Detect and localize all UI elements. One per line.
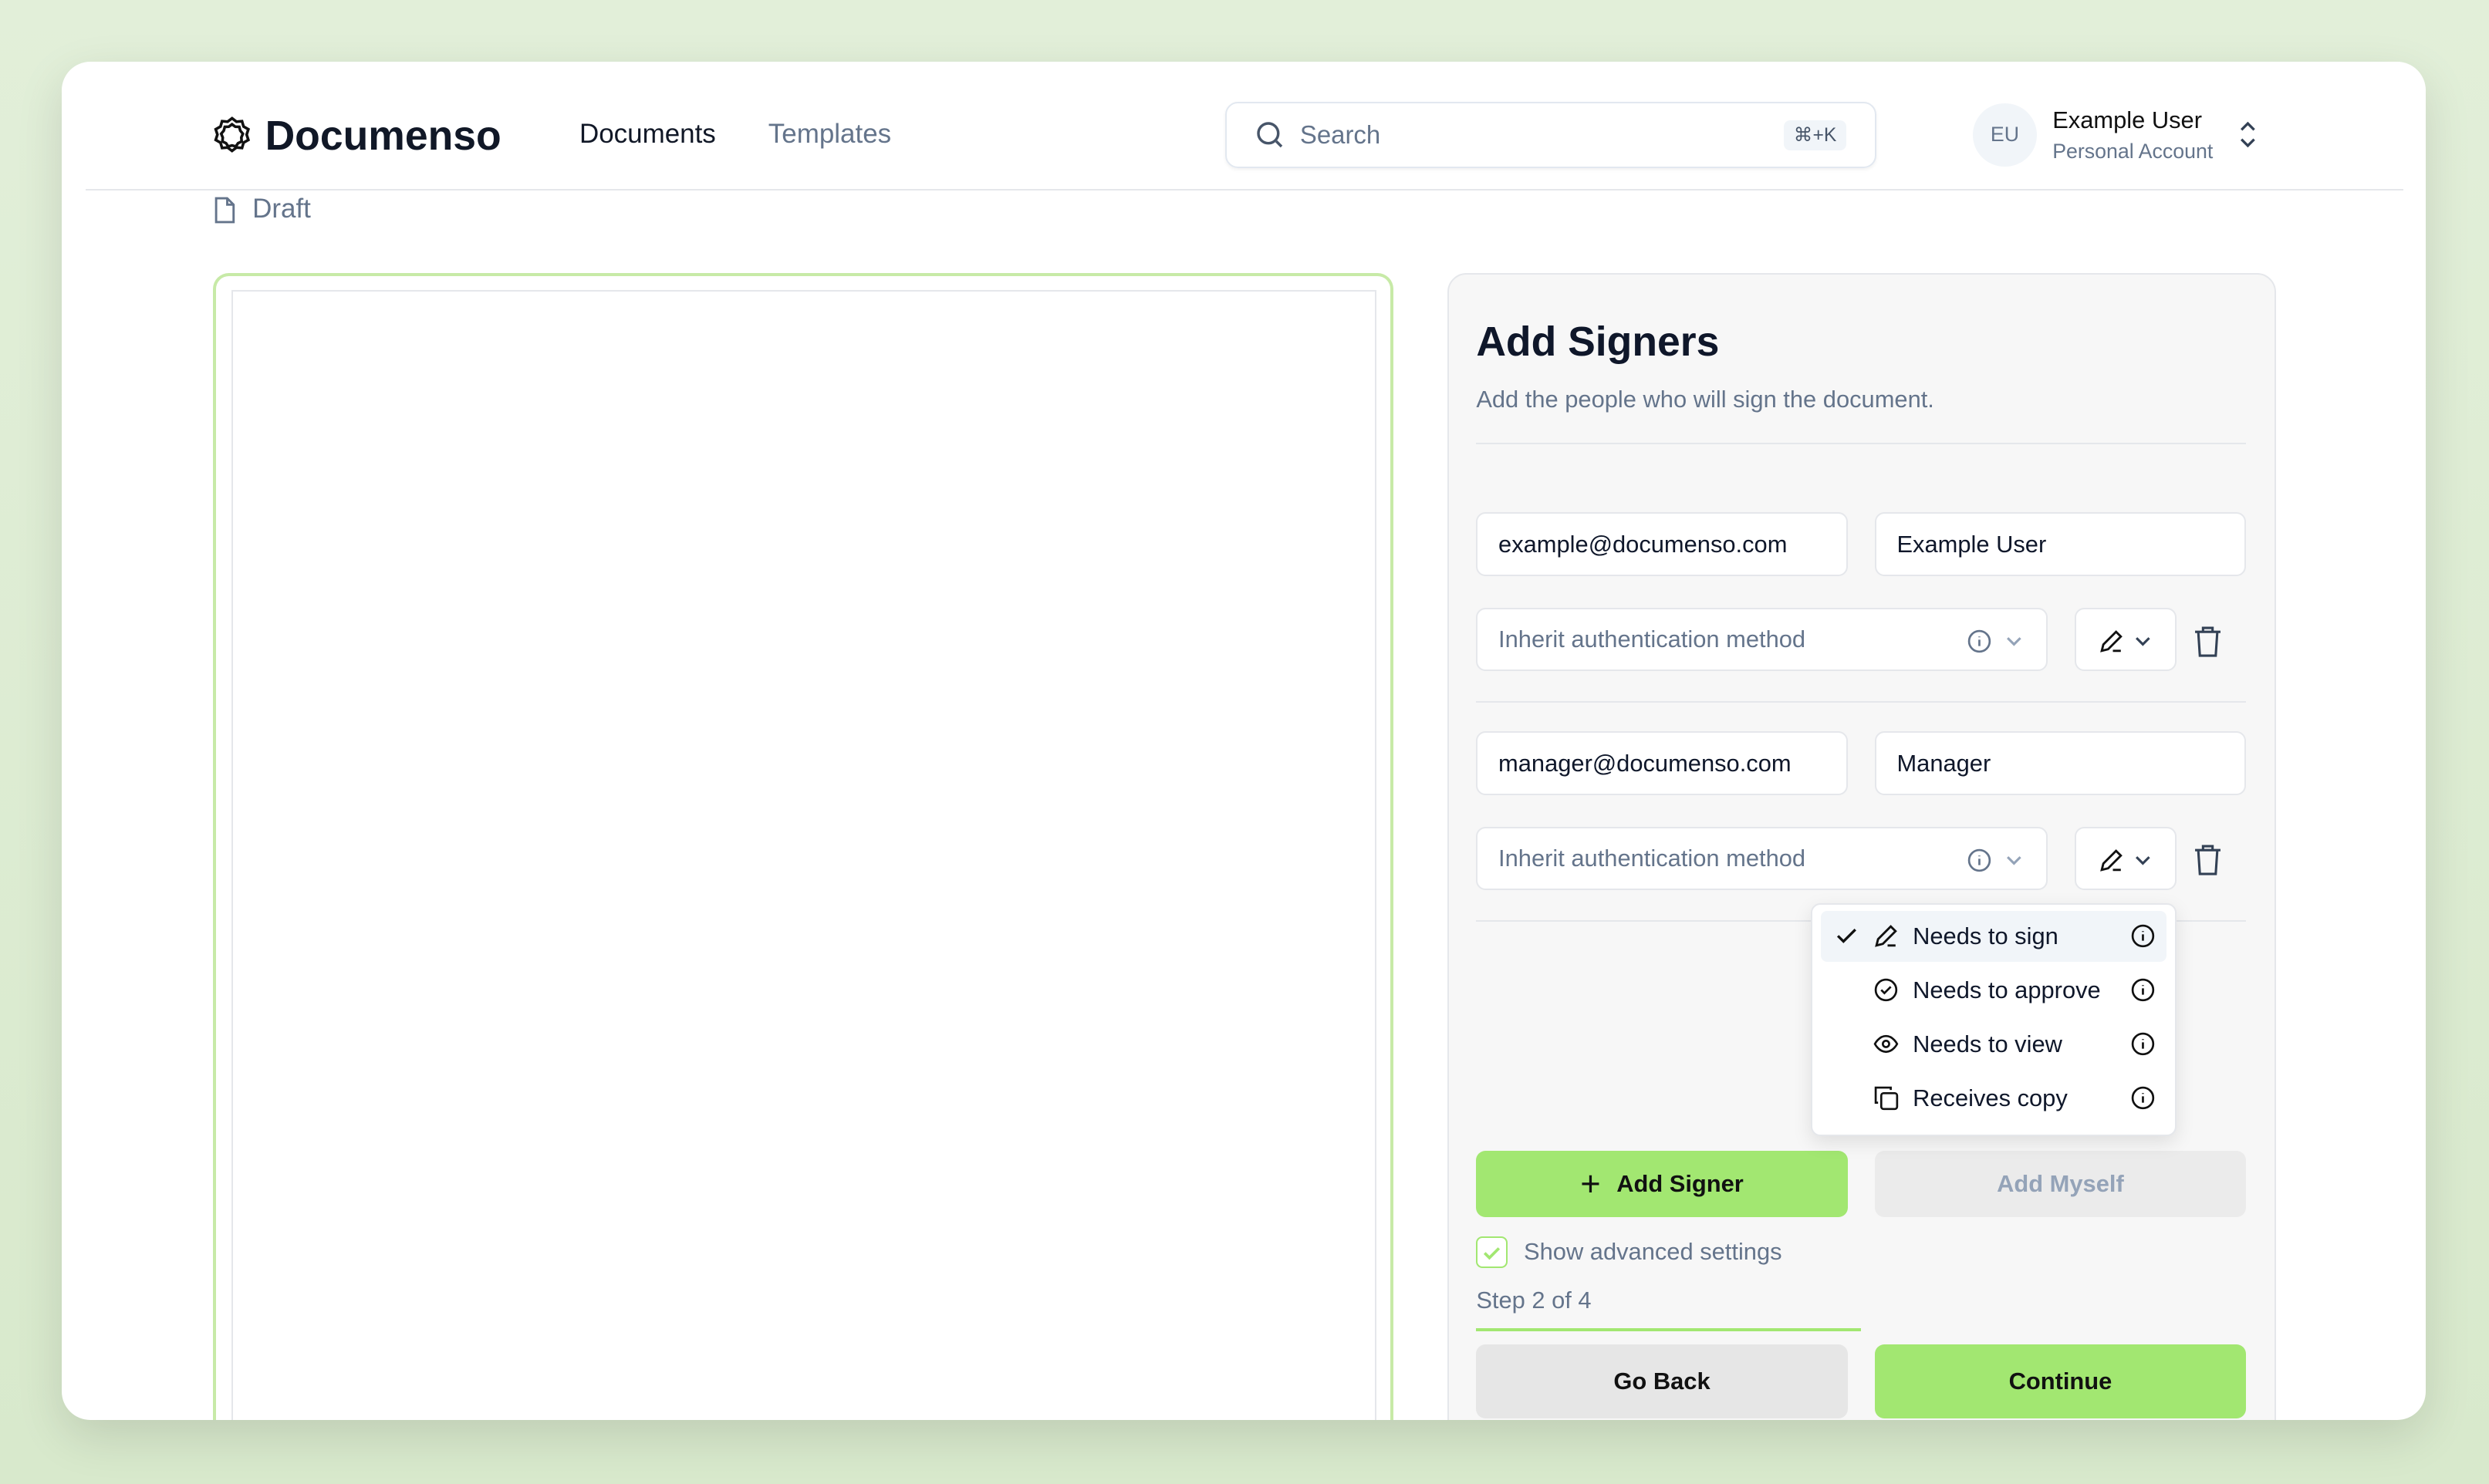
info-icon[interactable] xyxy=(1967,629,1992,654)
signer-1-name-input[interactable]: Example User xyxy=(1874,512,2247,576)
info-icon[interactable] xyxy=(2130,977,2156,1003)
search-placeholder: Search xyxy=(1299,120,1381,150)
eye-icon xyxy=(1873,1035,1899,1054)
documenso-logo-icon xyxy=(214,116,250,153)
pen-icon xyxy=(2099,848,2123,872)
menu-item-label: Needs to approve xyxy=(1913,976,2101,1003)
divider xyxy=(1476,701,2247,703)
check-icon xyxy=(1837,929,1857,944)
header-divider xyxy=(86,188,2403,191)
document-viewer[interactable] xyxy=(212,272,1394,1421)
signer-1-auth-select[interactable]: Inherit authentication method xyxy=(1476,607,2048,672)
chevron-down-icon xyxy=(2136,855,2150,865)
info-icon[interactable] xyxy=(2130,923,2156,949)
auth-placeholder: Inherit authentication method xyxy=(1498,626,1806,653)
advanced-settings-label[interactable]: Show advanced settings xyxy=(1524,1237,1782,1265)
info-icon[interactable] xyxy=(2130,1085,2156,1111)
badge-check-icon xyxy=(1874,979,1897,1002)
panel-title: Add Signers xyxy=(1476,319,1720,366)
search-icon xyxy=(1257,122,1283,148)
brand-logo[interactable]: Documenso xyxy=(211,113,502,160)
step-progress-bar xyxy=(1476,1327,2246,1332)
advanced-settings-checkbox[interactable] xyxy=(1476,1236,1508,1268)
auth-placeholder: Inherit authentication method xyxy=(1498,844,1806,872)
role-dropdown-menu: Needs to sign Needs to approve Needs to … xyxy=(1811,902,2177,1136)
add-signers-panel: Add Signers Add the people who will sign… xyxy=(1447,272,2277,1421)
chevrons-up-down-icon[interactable] xyxy=(2237,120,2259,149)
copy-icon xyxy=(1874,1086,1898,1111)
divider xyxy=(1476,442,2247,444)
menu-item-needs-to-view[interactable]: Needs to view xyxy=(1821,1019,2167,1070)
pen-icon xyxy=(1874,925,1897,948)
menu-item-label: Needs to view xyxy=(1913,1030,2062,1057)
add-signer-label: Add Signer xyxy=(1616,1169,1744,1197)
trash-icon[interactable] xyxy=(2193,844,2222,876)
step-indicator: Step 2 of 4 xyxy=(1476,1287,1592,1314)
go-back-button[interactable]: Go Back xyxy=(1476,1344,1848,1419)
step-progress-fill xyxy=(1476,1327,1862,1332)
file-icon xyxy=(214,197,235,224)
add-myself-button[interactable]: Add Myself xyxy=(1874,1150,2247,1217)
account-name: Personal Account xyxy=(2052,140,2214,164)
signer-2-auth-select[interactable]: Inherit authentication method xyxy=(1476,826,2048,891)
user-name[interactable]: Example User xyxy=(2052,106,2202,133)
nav-documents[interactable]: Documents xyxy=(579,119,716,150)
plus-icon: + xyxy=(1580,1163,1601,1203)
document-page xyxy=(231,290,1376,1421)
menu-item-needs-to-approve[interactable]: Needs to approve xyxy=(1821,965,2167,1016)
nav-templates[interactable]: Templates xyxy=(768,119,892,150)
add-signer-button[interactable]: + Add Signer xyxy=(1476,1150,1848,1217)
signer-1-role-button[interactable] xyxy=(2074,607,2177,672)
chevron-down-icon xyxy=(2136,636,2150,646)
trash-icon[interactable] xyxy=(2193,626,2222,657)
chevron-down-icon xyxy=(2007,636,2022,646)
panel-subtitle: Add the people who will sign the documen… xyxy=(1476,385,1934,413)
continue-button[interactable]: Continue xyxy=(1874,1344,2247,1419)
pen-icon xyxy=(2099,629,2123,653)
search-shortcut: ⌘+K xyxy=(1784,120,1846,150)
menu-item-receives-copy[interactable]: Receives copy xyxy=(1821,1073,2167,1124)
brand-name: Documenso xyxy=(265,113,502,160)
search-input[interactable]: Search ⌘+K xyxy=(1225,101,1876,168)
document-status: Draft xyxy=(252,193,311,224)
info-icon[interactable] xyxy=(1967,848,1992,873)
menu-item-needs-to-sign[interactable]: Needs to sign xyxy=(1820,910,2167,962)
menu-item-label: Receives copy xyxy=(1913,1084,2068,1111)
signer-1-email-input[interactable]: example@documenso.com xyxy=(1476,512,1848,576)
signer-2-name-input[interactable]: Manager xyxy=(1874,731,2247,795)
avatar[interactable]: EU xyxy=(1973,103,2037,167)
check-icon xyxy=(1484,1246,1501,1260)
app-window: Documenso Documents Templates Search ⌘+K… xyxy=(62,62,2426,1421)
info-icon[interactable] xyxy=(2130,1031,2156,1057)
signer-2-role-button[interactable] xyxy=(2074,826,2177,891)
signer-2-email-input[interactable]: manager@documenso.com xyxy=(1476,731,1848,795)
chevron-down-icon xyxy=(2007,855,2022,865)
menu-item-label: Needs to sign xyxy=(1913,922,2058,949)
